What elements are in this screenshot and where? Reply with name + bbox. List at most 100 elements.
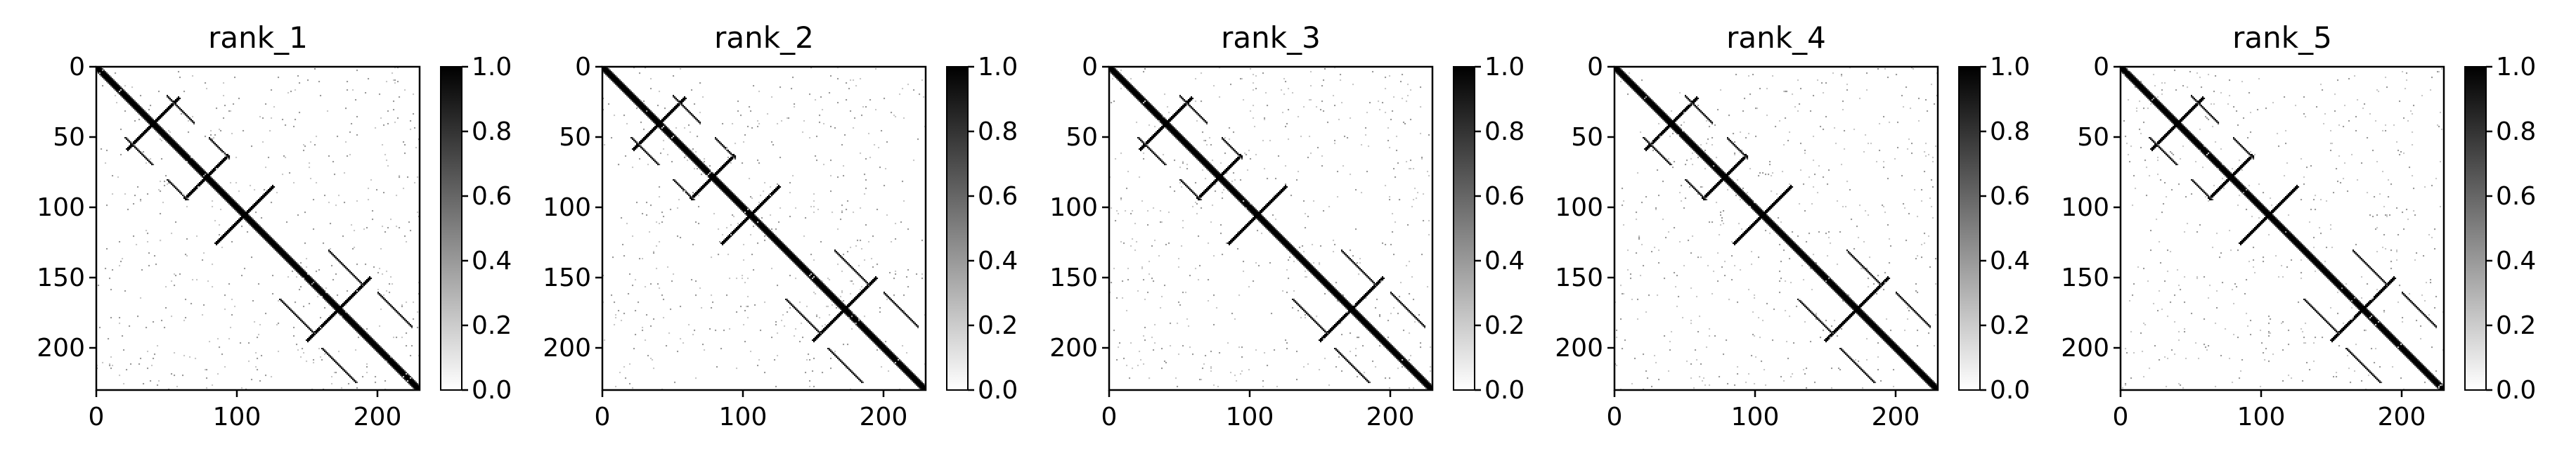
contact-cell [351,325,353,327]
contact-cell [235,204,238,207]
contact-cell [754,214,756,216]
contact-cell [702,167,704,169]
contact-cell [237,220,239,222]
contact-cell [347,268,349,270]
contact-cell [886,348,888,350]
contact-cell [623,89,626,91]
contact-cell [358,337,360,339]
contact-cell [619,86,621,89]
contact-cell [895,356,897,358]
contact-cell [183,151,186,153]
contact-cell [172,100,174,103]
contact-cell [309,339,311,342]
contact-cell [113,79,115,82]
contact-cell [723,185,725,187]
contact-cell [636,102,638,104]
contact-cell [906,373,908,375]
contact-cell [99,327,101,329]
colorbar-tick-label: 0.4 [472,247,512,275]
contact-cell [407,376,409,378]
contact-cell [742,204,744,207]
contact-cell [348,373,350,375]
contact-cell [899,361,901,363]
contact-cell [629,91,631,93]
contact-cell [619,79,621,82]
contact-cell [143,383,145,385]
contact-cell [393,79,395,82]
contact-cell [670,136,672,138]
contact-cell [404,144,406,146]
contact-cell [325,320,328,322]
contact-cell [733,195,735,197]
contact-cell [130,96,132,98]
contact-cell [247,219,249,221]
contact-cell [325,287,328,290]
contact-cell [853,316,855,318]
contact-cell [892,355,894,357]
contact-cell [309,275,311,277]
contact-cell [286,259,288,261]
contact-cell [674,136,676,138]
contact-cell [226,154,228,156]
contact-cell [228,283,231,285]
contact-cell [179,145,181,148]
contact-cell [251,217,253,219]
contact-cell [237,223,239,225]
contact-cell [666,134,668,136]
contact-cell [377,349,380,351]
contact-cell [331,252,333,254]
contact-cell [248,361,250,363]
contact-cell [355,330,357,332]
contact-cell [203,179,205,181]
contact-cell [794,259,796,261]
contact-cell [848,313,850,315]
contact-cell [272,242,274,245]
contact-cell [688,154,690,156]
contact-cell [652,113,654,115]
contact-cell [740,203,742,205]
contact-cell [331,303,333,305]
contact-cell [248,221,250,223]
contact-cell [231,299,233,301]
contact-cell [321,348,323,350]
contact-cell [888,351,890,353]
contact-cell [792,258,794,260]
contact-cell [171,140,173,142]
contact-cell [362,376,364,378]
contact-cell [867,332,869,335]
contact-cell [137,186,139,188]
contact-cell [858,325,860,327]
contact-cell [335,257,337,259]
contact-cell [186,154,188,156]
contact-cell [141,113,143,115]
contact-cell [210,171,212,173]
contact-cell [643,105,645,107]
contact-cell [740,200,742,202]
contact-cell [349,154,351,156]
contact-cell [172,185,174,187]
contact-cell [112,86,114,89]
contact-cell [746,213,748,215]
contact-cell [190,158,193,160]
contact-cell [160,129,162,131]
contact-cell [273,242,276,245]
contact-cell [295,264,297,266]
contact-cell [652,120,654,122]
contact-cell [657,117,659,119]
contact-cell [687,151,689,153]
contact-cell [237,204,239,207]
contact-cell [742,203,744,205]
contact-cell [867,330,869,332]
contact-cell [869,330,872,332]
contact-cell [117,176,119,178]
contact-cell [282,254,284,256]
contact-cell [251,145,253,148]
contact-cell [168,96,170,98]
contact-cell [310,141,312,143]
contact-cell [124,91,127,93]
contact-cell [116,89,118,91]
contact-cell [702,169,704,171]
contact-cell [134,103,136,105]
contact-cell [110,81,112,83]
contact-cell [351,296,353,298]
